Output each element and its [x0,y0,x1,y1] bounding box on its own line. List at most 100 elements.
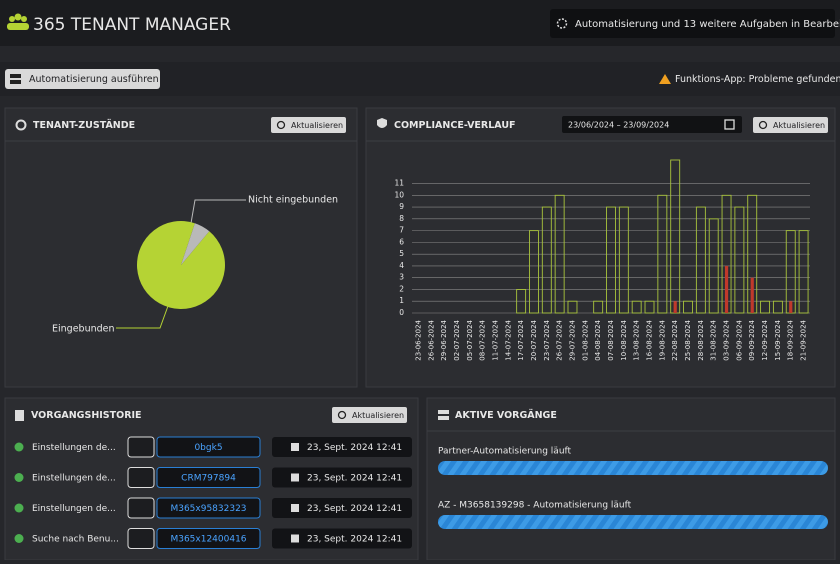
calendar-icon [291,534,299,543]
x-tick-label: 01-08-2024 [581,319,589,360]
x-tick-label: 09-09-2024 [748,319,756,360]
id-box[interactable] [156,528,261,549]
y-tick-label: 6 [399,237,404,246]
x-tick-label: 29-06-2024 [440,319,448,360]
bar [644,300,655,314]
status-box[interactable] [550,9,835,38]
pie-slice [181,223,210,265]
calendar-icon [724,119,735,130]
y-tick-label: 8 [399,214,404,223]
logo-icon [7,13,29,30]
y-tick-label: 10 [394,190,404,199]
settings-button[interactable] [127,436,155,458]
x-tick-label: 13-08-2024 [633,319,641,360]
settings-button[interactable] [127,467,155,488]
settings-button[interactable] [127,497,155,519]
history-icon [15,410,24,421]
x-tick-label: 02-07-2024 [453,319,461,360]
x-tick-label: 22-08-2024 [671,319,679,360]
status-check [14,473,24,482]
x-tick-label: 26-07-2024 [556,319,564,360]
warning-icon [659,74,671,84]
id-box[interactable] [156,436,261,458]
refresh-label: Aktualisieren [773,121,825,130]
y-tick-label: 3 [399,273,404,282]
x-tick-label: 12-09-2024 [761,319,769,360]
row-id: CRM797894 [181,474,236,484]
active-icon [438,416,449,420]
panel-title: COMPLIANCE-VERLAUF [394,120,516,131]
bar [567,300,578,314]
bar [516,289,527,314]
x-tick-label: 14-07-2024 [504,319,512,360]
y-tick-label: 9 [399,202,404,211]
bar [593,300,604,314]
x-tick-label: 06-09-2024 [735,319,743,360]
task-label: AZ - M3658139298 - Automatisierung läuft [438,501,632,511]
x-tick-label: 11-07-2024 [491,319,499,360]
bar [618,206,629,314]
id-box[interactable] [156,467,261,488]
y-tick-label: 0 [399,308,404,317]
x-tick-label: 19-08-2024 [658,319,666,360]
y-tick-label: 7 [399,226,404,235]
active-panel [426,397,836,561]
bar [750,277,754,313]
app-title: 365 TENANT MANAGER [33,15,231,35]
row-action: Suche nach Benu... [32,535,119,545]
globe-icon [15,119,27,131]
warning-text[interactable]: Funktions-App: Probleme gefunden [675,74,840,85]
settings-button[interactable] [127,528,155,549]
refresh-label: Aktualisieren [352,411,404,420]
x-tick-label: 05-07-2024 [466,319,474,360]
pie-slice [136,220,225,309]
bar [529,230,539,314]
pie-label: Nicht eingebunden [248,195,338,206]
x-tick-label: 07-08-2024 [607,319,615,360]
x-tick-label: 26-06-2024 [427,319,435,360]
x-tick-label: 25-08-2024 [684,319,692,360]
x-tick-label: 04-08-2024 [594,319,602,360]
calendar-icon [291,504,299,512]
status-check [14,503,24,513]
bar [708,218,719,314]
x-tick-label: 21-09-2024 [800,319,808,360]
run-button[interactable]: Automatisierung ausführen [5,69,160,89]
x-tick-label: 28-08-2024 [697,319,705,360]
pie-label: Eingebunden [52,324,115,335]
x-tick-label: 03-09-2024 [723,319,731,360]
row-date: 23, Sept. 2024 12:41 [307,504,402,514]
y-tick-label: 4 [399,261,404,270]
bar [606,206,616,314]
x-tick-label: 23-07-2024 [543,319,551,360]
y-tick-label: 1 [399,296,404,305]
run-button-label: Automatisierung ausführen [29,74,159,85]
panel-title: AKTIVE VORGÄNGE [455,410,557,421]
leader-line [116,305,169,329]
panel-title: VORGANGSHISTORIE [31,410,142,421]
y-tick-label: 5 [399,249,404,258]
refresh-button[interactable]: Aktualisieren [271,117,346,133]
date-range-box[interactable] [562,116,742,133]
x-tick-label: 17-07-2024 [517,319,525,360]
status-text: Automatisierung und 13 weitere Aufgaben … [575,19,840,30]
bar [760,300,771,314]
id-box[interactable] [156,497,261,519]
row-id: 0bgk5 [194,443,222,453]
refresh-button[interactable]: Aktualisieren [753,117,828,133]
shield-icon [377,118,387,128]
row-action: Einstellungen de... [32,504,116,514]
progress-bar [438,461,828,475]
date-box [272,528,412,549]
bar [798,230,809,314]
row-date: 23, Sept. 2024 12:41 [307,443,402,453]
status-check [14,442,24,452]
x-tick-label: 10-08-2024 [620,319,628,360]
x-tick-label: 29-07-2024 [568,319,576,360]
x-tick-label: 23-06-2024 [414,319,422,360]
refresh-button[interactable]: Aktualisieren [332,407,407,423]
spinner [556,18,568,29]
row-action: Einstellungen de... [32,474,116,484]
